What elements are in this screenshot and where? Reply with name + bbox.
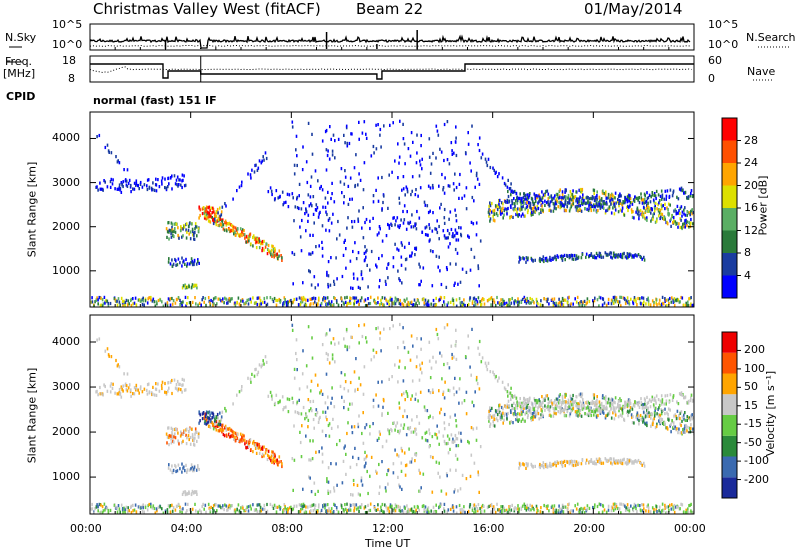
nsearch-tick-bottom: 10^0 — [708, 38, 739, 51]
top-strip-frame — [89, 23, 695, 51]
velocity-colorbar — [721, 331, 741, 499]
x-axis-title: Time UT — [365, 537, 411, 550]
power-colorbar-tick: 4 — [744, 268, 751, 282]
velocity-y-tick: 2000 — [52, 425, 80, 439]
freq-trace — [89, 56, 694, 82]
power-ylabel: Slant Range [km] — [25, 161, 39, 258]
nave-label: Nave — [747, 65, 776, 78]
power-colorbar-tick: 12 — [744, 223, 758, 237]
power-colorbar — [721, 117, 741, 299]
freq-label-line2: [MHz] — [3, 67, 36, 80]
power-colorbar-tick: 16 — [744, 201, 758, 214]
nsky-label: N.Sky — [5, 31, 37, 44]
velocity-colorbar-tick: 15 — [744, 398, 758, 412]
power-y-tick: 1000 — [52, 263, 80, 277]
nsearch-tick-top: 10^5 — [708, 18, 739, 31]
x-tick-label: 08:00 — [271, 522, 304, 535]
x-tick-label: 20:00 — [573, 522, 606, 535]
beam-label: Beam 22 — [356, 0, 424, 18]
velocity-colorbar-tick: 200 — [744, 343, 765, 357]
station-title: Christmas Valley West (fitACF) — [93, 0, 321, 18]
velocity-colorbar-tick: -15 — [744, 417, 762, 431]
velocity-y-tick: 3000 — [52, 380, 80, 394]
power-colorbar-tick: 28 — [744, 133, 758, 147]
x-tick-label: 00:00 — [674, 522, 706, 535]
nsky-tick-bottom: 10^0 — [52, 38, 83, 51]
freq-label-line1: Freq. — [5, 55, 33, 68]
velocity-scatter — [90, 322, 694, 514]
velocity-y-tick: 4000 — [52, 335, 80, 348]
power-y-tick: 2000 — [52, 219, 80, 233]
x-tick-label: 04:00 — [170, 522, 203, 535]
power-y-tick: 4000 — [52, 131, 80, 145]
cpid-value: normal (fast) 151 IF — [93, 94, 217, 107]
nave-tick-top: 60 — [708, 54, 722, 67]
power-colorbar-tick: 8 — [744, 246, 751, 259]
nsky-tick-top: 10^5 — [52, 18, 83, 31]
power-colorbar-label: Power [dB] — [756, 175, 770, 236]
nsky-trace — [89, 30, 691, 49]
x-tick-label: 00:00 — [70, 522, 102, 535]
velocity-colorbar-label: Velocity [m s⁻¹] — [764, 370, 778, 457]
velocity-colorbar-tick: 50 — [744, 380, 758, 394]
power-y-tick: 3000 — [52, 175, 80, 189]
velocity-ylabel: Slant Range [km] — [25, 367, 39, 464]
axis-ticks — [89, 47, 695, 514]
freq-strip-frame — [89, 55, 695, 83]
freq-tick-top: 18 — [62, 54, 76, 67]
cpid-label: CPID — [6, 90, 36, 103]
x-tick-label: 12:00 — [372, 522, 404, 535]
velocity-colorbar-tick: -50 — [744, 435, 762, 449]
x-tick-label: 16:00 — [472, 522, 505, 535]
freq-tick-bottom: 8 — [68, 72, 75, 85]
velocity-colorbar-tick: -200 — [744, 472, 769, 486]
velocity-colorbar-tick: -100 — [744, 454, 769, 468]
velocity-y-tick: 1000 — [52, 470, 80, 484]
nsearch-label: N.Search — [746, 31, 796, 44]
nave-tick-bottom: 0 — [708, 72, 715, 85]
power-colorbar-tick: 20 — [744, 178, 758, 192]
power-scatter — [90, 119, 694, 307]
velocity-colorbar-tick: 100 — [744, 361, 765, 375]
date-label: 01/May/2014 — [584, 0, 683, 18]
power-colorbar-tick: 24 — [744, 156, 758, 169]
